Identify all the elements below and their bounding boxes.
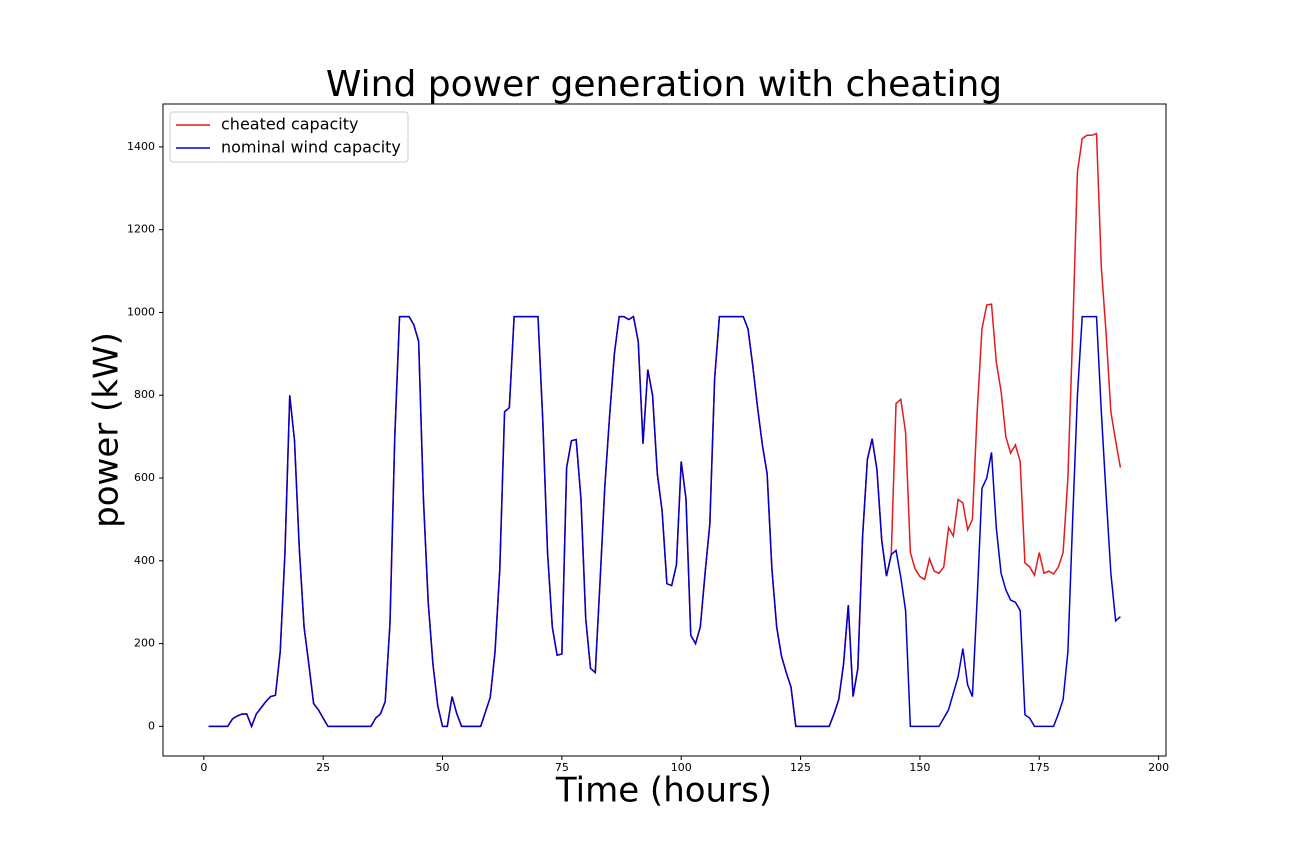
x-tick-label: 125 [790, 761, 811, 774]
x-tick-label: 150 [909, 761, 930, 774]
y-tick-label: 800 [134, 388, 155, 401]
y-tick-label: 0 [148, 719, 155, 732]
y-tick-label: 200 [134, 637, 155, 650]
x-tick-label: 100 [671, 761, 692, 774]
legend-label: nominal wind capacity [221, 138, 401, 157]
x-tick-label: 0 [200, 761, 207, 774]
x-tick-label: 200 [1148, 761, 1169, 774]
y-axis-label: power (kW) [87, 332, 127, 528]
y-tick-label: 1200 [127, 223, 155, 236]
y-tick-label: 1400 [127, 140, 155, 153]
chart-title: Wind power generation with cheating [326, 64, 1002, 105]
x-tick-label: 25 [316, 761, 330, 774]
x-tick-label: 75 [555, 761, 569, 774]
y-tick-label: 600 [134, 471, 155, 484]
plot-area [162, 103, 1167, 757]
y-tick-label: 1000 [127, 305, 155, 318]
series-line [208, 315, 1121, 729]
x-tick-label: 50 [436, 761, 450, 774]
legend-label: cheated capacity [221, 115, 359, 134]
x-tick-label: 175 [1029, 761, 1050, 774]
y-tick-label: 400 [134, 554, 155, 567]
series-line [208, 132, 1122, 729]
legend-box [169, 111, 409, 163]
x-axis-label: Time (hours) [555, 771, 772, 811]
